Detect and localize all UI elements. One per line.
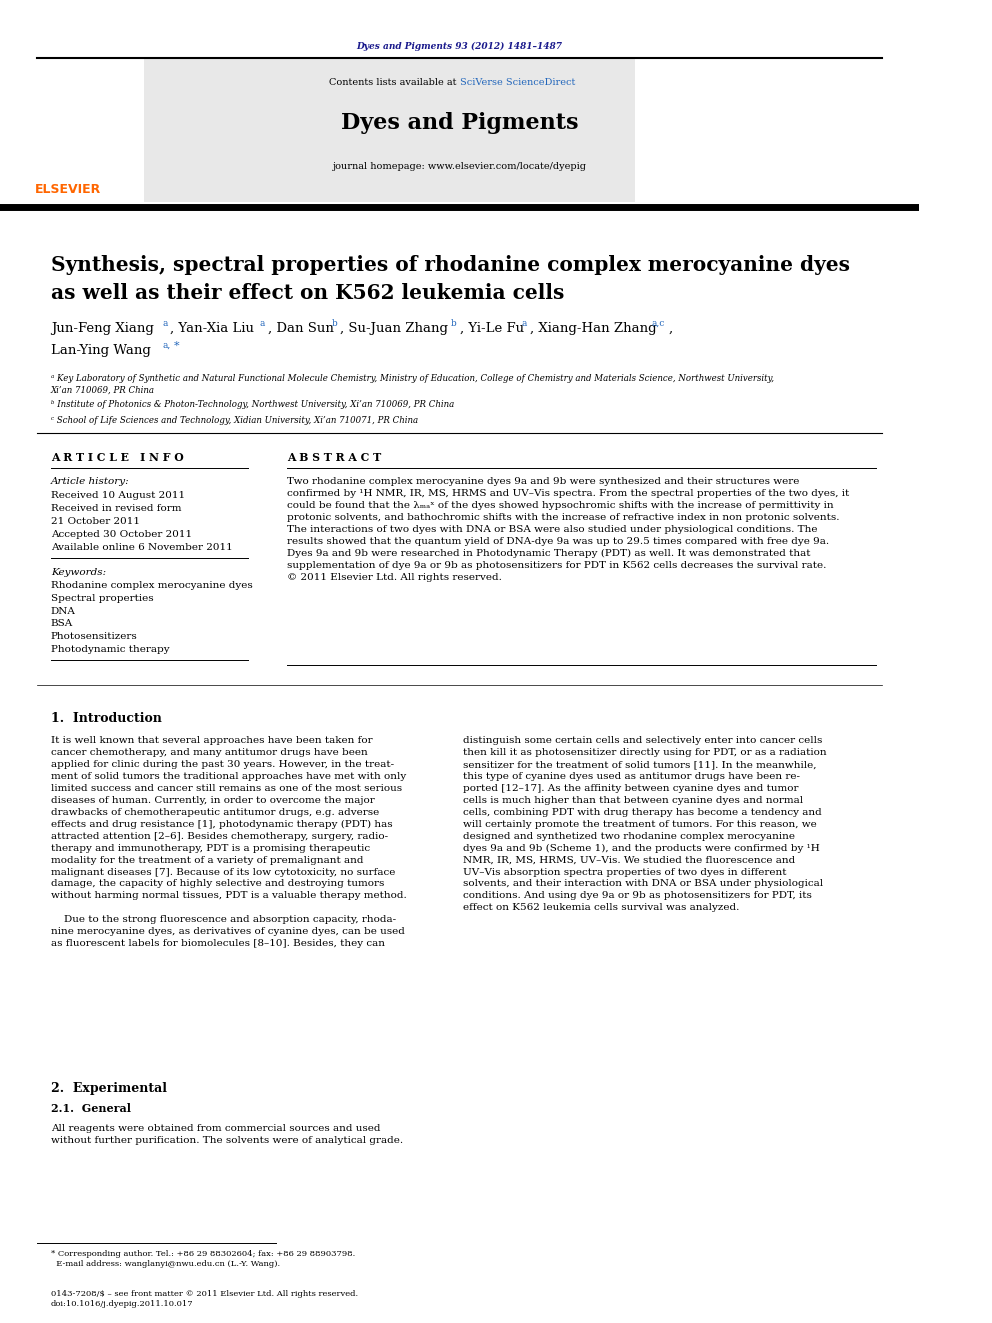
Text: journal homepage: www.elsevier.com/locate/dyepig: journal homepage: www.elsevier.com/locat… bbox=[332, 161, 586, 171]
Text: Received 10 August 2011: Received 10 August 2011 bbox=[51, 491, 186, 500]
Text: Synthesis, spectral properties of rhodanine complex merocyanine dyes: Synthesis, spectral properties of rhodan… bbox=[51, 255, 850, 275]
Text: , Yi-Le Fu: , Yi-Le Fu bbox=[459, 321, 524, 335]
Text: Accepted 30 October 2011: Accepted 30 October 2011 bbox=[51, 531, 192, 538]
Text: * Corresponding author. Tel.: +86 29 88302604; fax: +86 29 88903798.
  E-mail ad: * Corresponding author. Tel.: +86 29 883… bbox=[51, 1250, 355, 1269]
Text: a: a bbox=[162, 319, 168, 328]
Text: b: b bbox=[451, 319, 457, 328]
Text: a: a bbox=[260, 319, 265, 328]
Text: Spectral properties: Spectral properties bbox=[51, 594, 154, 603]
Text: ELSEVIER: ELSEVIER bbox=[35, 183, 101, 196]
Text: Two rhodanine complex merocyanine dyes 9a and 9b were synthesized and their stru: Two rhodanine complex merocyanine dyes 9… bbox=[288, 478, 849, 582]
Text: Dyes and Pigments 93 (2012) 1481–1487: Dyes and Pigments 93 (2012) 1481–1487 bbox=[356, 42, 562, 52]
Text: , Dan Sun: , Dan Sun bbox=[268, 321, 333, 335]
Text: ᵃ Key Laboratory of Synthetic and Natural Functional Molecule Chemistry, Ministr: ᵃ Key Laboratory of Synthetic and Natura… bbox=[51, 374, 774, 394]
Text: Jun-Feng Xiang: Jun-Feng Xiang bbox=[51, 321, 154, 335]
Text: DNA: DNA bbox=[51, 607, 75, 617]
Text: Received in revised form: Received in revised form bbox=[51, 504, 182, 513]
FancyBboxPatch shape bbox=[144, 58, 635, 202]
Text: A B S T R A C T: A B S T R A C T bbox=[288, 452, 382, 463]
Text: ,: , bbox=[669, 321, 674, 335]
Text: Lan-Ying Wang: Lan-Ying Wang bbox=[51, 344, 151, 357]
Text: a: a bbox=[522, 319, 527, 328]
Text: 2.  Experimental: 2. Experimental bbox=[51, 1082, 167, 1095]
Text: a,c: a,c bbox=[652, 319, 665, 328]
Text: *: * bbox=[175, 341, 180, 351]
Text: , Yan-Xia Liu: , Yan-Xia Liu bbox=[171, 321, 255, 335]
Text: , Xiang-Han Zhang: , Xiang-Han Zhang bbox=[530, 321, 657, 335]
Text: Available online 6 November 2011: Available online 6 November 2011 bbox=[51, 542, 233, 552]
Text: as well as their effect on K562 leukemia cells: as well as their effect on K562 leukemia… bbox=[51, 283, 564, 303]
Text: All reagents were obtained from commercial sources and used
without further puri: All reagents were obtained from commerci… bbox=[51, 1125, 403, 1144]
Text: distinguish some certain cells and selectively enter into cancer cells
then kill: distinguish some certain cells and selec… bbox=[463, 736, 827, 913]
Text: 1.  Introduction: 1. Introduction bbox=[51, 712, 162, 725]
Text: a,: a, bbox=[162, 341, 171, 351]
Text: Photodynamic therapy: Photodynamic therapy bbox=[51, 646, 170, 654]
Text: BSA: BSA bbox=[51, 619, 73, 628]
Text: 0143-7208/$ – see front matter © 2011 Elsevier Ltd. All rights reserved.
doi:10.: 0143-7208/$ – see front matter © 2011 El… bbox=[51, 1290, 358, 1308]
Text: A R T I C L E   I N F O: A R T I C L E I N F O bbox=[51, 452, 184, 463]
Text: Keywords:: Keywords: bbox=[51, 568, 106, 577]
Text: b: b bbox=[331, 319, 337, 328]
Text: Contents lists available at: Contents lists available at bbox=[329, 78, 459, 87]
Text: Dyes and Pigments: Dyes and Pigments bbox=[341, 112, 578, 134]
Text: It is well known that several approaches have been taken for
cancer chemotherapy: It is well known that several approaches… bbox=[51, 736, 407, 949]
Text: Article history:: Article history: bbox=[51, 478, 130, 486]
Text: Photosensitizers: Photosensitizers bbox=[51, 632, 138, 642]
Text: Rhodanine complex merocyanine dyes: Rhodanine complex merocyanine dyes bbox=[51, 581, 253, 590]
Text: SciVerse ScienceDirect: SciVerse ScienceDirect bbox=[459, 78, 575, 87]
Text: ᵇ Institute of Photonics & Photon-Technology, Northwest University, Xi’an 710069: ᵇ Institute of Photonics & Photon-Techno… bbox=[51, 400, 454, 409]
Text: , Su-Juan Zhang: , Su-Juan Zhang bbox=[340, 321, 448, 335]
Text: 2.1.  General: 2.1. General bbox=[51, 1103, 131, 1114]
Text: ᶜ School of Life Sciences and Technology, Xidian University, Xi’an 710071, PR Ch: ᶜ School of Life Sciences and Technology… bbox=[51, 415, 418, 425]
Text: 21 October 2011: 21 October 2011 bbox=[51, 517, 140, 527]
